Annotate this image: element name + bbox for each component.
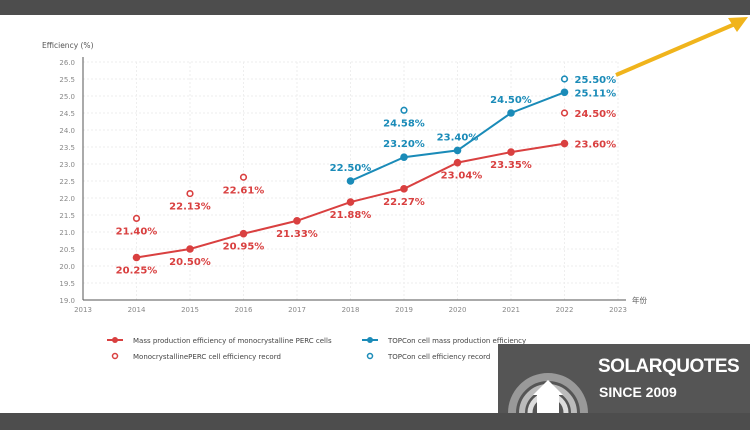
x-tick-label: 2014: [128, 306, 146, 314]
arrow-annotation: [615, 22, 736, 77]
y-tick-label: 20.0: [59, 263, 75, 271]
x-tick-label: 2013: [74, 306, 92, 314]
top-bar: [0, 0, 750, 15]
data-label: 25.11%: [575, 88, 617, 99]
y-tick-label: 19.5: [59, 280, 75, 288]
legend-label: TOPCon cell efficiency record: [387, 353, 490, 361]
y-tick-label: 22.0: [59, 195, 75, 203]
y-tick-label: 25.5: [59, 76, 75, 84]
house-rainbow-icon: [508, 373, 588, 413]
data-point: [453, 146, 462, 155]
data-label: 23.40%: [437, 132, 479, 143]
legend-label: MonocrystallinePERC cell efficiency reco…: [133, 353, 281, 361]
data-label: 22.61%: [223, 185, 265, 196]
data-point: [132, 253, 141, 262]
legend-label: Mass production efficiency of monocrysta…: [133, 337, 332, 345]
data-point: [293, 216, 301, 225]
y-tick-label: 23.5: [59, 144, 75, 152]
legend-label: TOPCon cell mass production efficiency: [387, 337, 526, 345]
data-point: [560, 139, 569, 148]
data-label: 20.50%: [169, 257, 211, 268]
data-label: 20.25%: [116, 266, 158, 277]
data-label: 22.27%: [383, 197, 425, 208]
data-point: [239, 229, 248, 238]
data-label: 20.95%: [223, 242, 265, 253]
data-point: [346, 198, 355, 206]
x-axis-label: 年份: [632, 295, 647, 305]
x-tick-label: 2021: [502, 306, 520, 314]
data-point: [400, 153, 408, 161]
data-label: 22.13%: [169, 202, 211, 213]
data-label: 24.50%: [490, 95, 532, 106]
y-tick-label: 22.5: [59, 178, 75, 186]
y-tick-label: 26.0: [59, 59, 75, 67]
data-label: 23.60%: [575, 140, 617, 151]
x-tick-label: 2017: [288, 306, 306, 314]
record-point: [186, 189, 194, 198]
record-point: [400, 106, 408, 114]
data-label: 21.40%: [116, 226, 158, 237]
data-label: 21.88%: [330, 210, 372, 221]
data-point: [346, 177, 355, 185]
data-label: 23.04%: [441, 171, 483, 182]
record-point: [132, 214, 141, 222]
x-tick-label: 2016: [235, 306, 253, 314]
data-label: 24.58%: [383, 118, 425, 129]
y-tick-label: 23.0: [59, 161, 75, 169]
y-axis-label: Efficiency (%): [42, 41, 94, 50]
x-tick-label: 2019: [395, 306, 413, 314]
bottom-bar: [0, 413, 750, 430]
data-point: [400, 185, 408, 193]
data-label: 24.50%: [575, 109, 617, 120]
y-tick-label: 24.5: [59, 110, 75, 118]
x-tick-label: 2022: [556, 306, 574, 314]
y-tick-label: 20.5: [59, 246, 75, 254]
data-point: [507, 109, 515, 117]
y-tick-label: 21.5: [59, 212, 75, 220]
y-tick-label: 19.0: [59, 297, 75, 305]
logo-tagline: SINCE 2009: [599, 384, 677, 400]
y-tick-label: 21.0: [59, 229, 75, 237]
data-point: [560, 88, 569, 97]
data-label: 22.50%: [330, 163, 372, 174]
record-point: [560, 109, 569, 117]
solarquotes-logo: SOLARQUOTES SINCE 2009: [498, 344, 750, 413]
x-tick-label: 2020: [449, 306, 467, 314]
legend-marker: [111, 352, 119, 360]
logo-text: SOLARQUOTES: [598, 356, 740, 377]
data-point: [507, 148, 515, 156]
x-tick-label: 2023: [609, 306, 627, 314]
data-label: 23.20%: [383, 139, 425, 150]
y-tick-label: 24.0: [59, 127, 75, 135]
x-tick-label: 2018: [342, 306, 360, 314]
data-label: 23.35%: [490, 160, 532, 171]
record-point: [239, 173, 248, 181]
record-point: [560, 75, 569, 83]
legend-marker: [112, 337, 118, 343]
y-tick-label: 25.0: [59, 93, 75, 101]
arrow-head-icon: [728, 17, 748, 32]
data-point: [453, 158, 462, 167]
data-label: 25.50%: [575, 75, 617, 86]
data-point: [186, 245, 194, 253]
legend-marker: [366, 352, 374, 360]
x-tick-label: 2015: [181, 306, 199, 314]
data-label: 21.33%: [276, 229, 318, 240]
legend-marker: [367, 337, 373, 343]
